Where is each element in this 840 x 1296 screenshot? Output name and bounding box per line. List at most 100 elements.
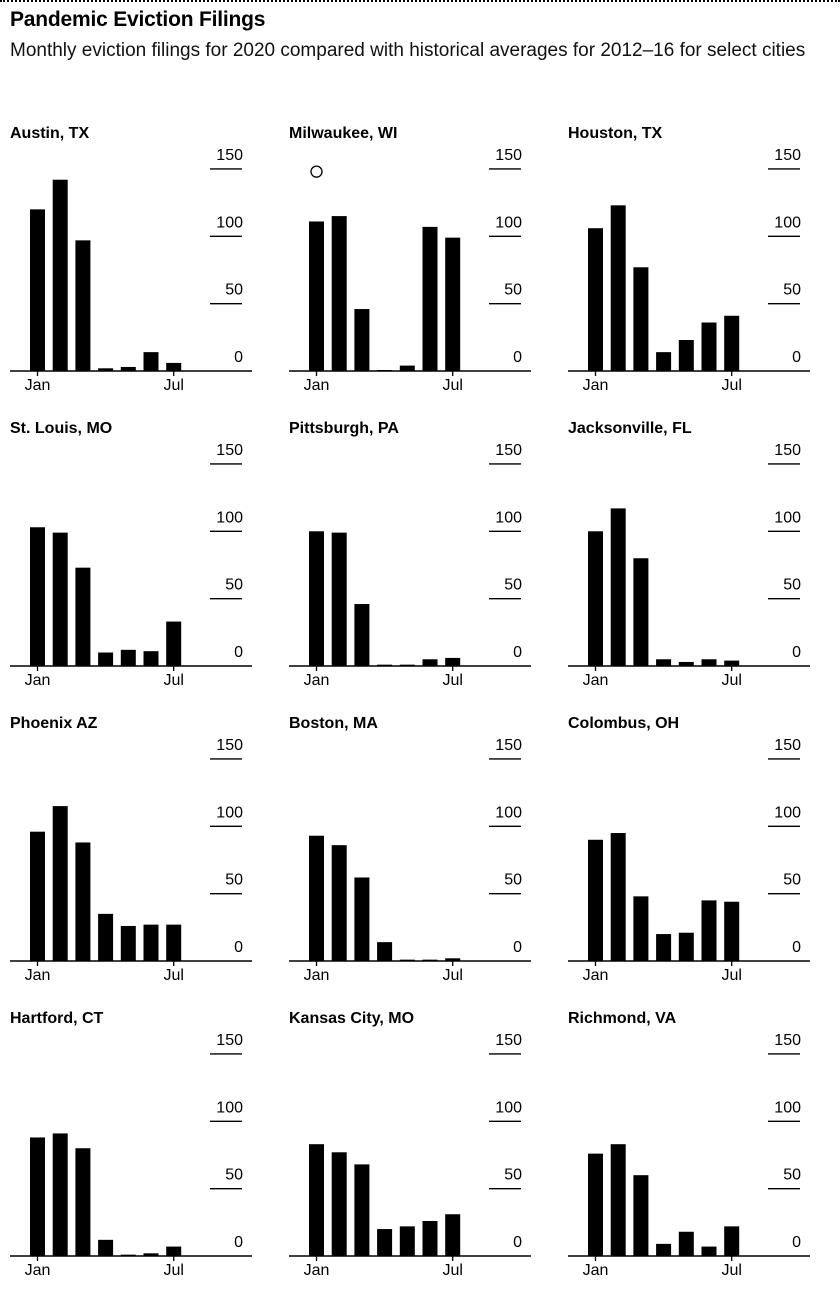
y-tick-label: 50 bbox=[504, 577, 522, 594]
bar bbox=[445, 958, 461, 961]
y-tick-label: 0 bbox=[513, 644, 522, 661]
bar bbox=[610, 1144, 626, 1256]
y-tick-label: 50 bbox=[504, 872, 522, 889]
y-tick-label: 0 bbox=[513, 1234, 522, 1251]
y-tick-label: 50 bbox=[783, 1167, 801, 1184]
chart-panel: Milwaukee, WI 150 100 50 0 Jan Jul bbox=[289, 125, 531, 394]
bar bbox=[610, 508, 626, 666]
bar bbox=[399, 1226, 415, 1256]
bar bbox=[52, 1133, 68, 1256]
bar bbox=[98, 652, 114, 666]
y-tick-label: 50 bbox=[504, 282, 522, 299]
bar bbox=[30, 831, 45, 961]
bar bbox=[422, 659, 438, 666]
x-tick-label: Jan bbox=[304, 967, 330, 984]
bar bbox=[166, 621, 182, 666]
bar bbox=[422, 226, 438, 371]
y-tick-label: 100 bbox=[495, 804, 522, 821]
bar bbox=[678, 661, 694, 666]
y-tick-label: 0 bbox=[513, 349, 522, 366]
bar bbox=[354, 1164, 370, 1256]
bar bbox=[30, 209, 45, 371]
panel-title: Jacksonville, FL bbox=[568, 420, 692, 437]
y-tick-label: 50 bbox=[225, 1167, 243, 1184]
x-tick-label: Jul bbox=[442, 1262, 462, 1279]
bar bbox=[724, 901, 740, 961]
y-tick-label: 0 bbox=[234, 349, 243, 366]
y-tick-label: 150 bbox=[774, 737, 801, 754]
bar bbox=[331, 1152, 347, 1256]
y-tick-label: 50 bbox=[783, 577, 801, 594]
y-tick-label: 0 bbox=[234, 939, 243, 956]
chart-panel: Pittsburgh, PA 150 100 50 0 Jan Jul bbox=[289, 420, 531, 689]
small-multiples-grid: Austin, TX 150 100 50 0 Jan Jul Milwaukee, WI 15… bbox=[0, 110, 840, 1290]
panel-title: Houston, TX bbox=[568, 125, 663, 142]
y-tick-label: 0 bbox=[792, 1234, 801, 1251]
bar bbox=[354, 309, 370, 371]
chart-panel: Boston, MA 150 100 50 0 Jan Jul bbox=[289, 715, 531, 984]
y-tick-label: 100 bbox=[495, 509, 522, 526]
panel-title: Hartford, CT bbox=[10, 1010, 104, 1027]
bar bbox=[98, 913, 114, 961]
y-tick-label: 100 bbox=[495, 1099, 522, 1116]
y-tick-label: 100 bbox=[216, 509, 243, 526]
top-dotted-rule bbox=[0, 0, 840, 2]
y-tick-label: 150 bbox=[495, 1032, 522, 1049]
bar bbox=[656, 934, 672, 961]
bar bbox=[75, 1148, 91, 1256]
y-tick-label: 150 bbox=[216, 1032, 243, 1049]
bar bbox=[701, 322, 717, 371]
bar bbox=[331, 532, 347, 666]
x-tick-label: Jan bbox=[304, 672, 330, 689]
bar bbox=[633, 558, 649, 666]
bar bbox=[445, 657, 461, 666]
bar bbox=[309, 221, 324, 371]
chart-subtitle: Monthly eviction filings for 2020 compar… bbox=[10, 40, 806, 61]
y-tick-label: 100 bbox=[495, 214, 522, 231]
bar bbox=[98, 368, 114, 371]
bar bbox=[724, 1226, 740, 1256]
y-tick-label: 0 bbox=[234, 644, 243, 661]
bar bbox=[166, 1246, 182, 1256]
bar bbox=[724, 660, 740, 666]
x-tick-label: Jul bbox=[721, 377, 741, 394]
x-tick-label: Jul bbox=[442, 967, 462, 984]
x-tick-label: Jan bbox=[304, 377, 330, 394]
bar bbox=[166, 362, 182, 371]
y-tick-label: 50 bbox=[225, 282, 243, 299]
y-tick-label: 0 bbox=[513, 939, 522, 956]
x-tick-label: Jan bbox=[583, 672, 609, 689]
y-tick-label: 0 bbox=[792, 939, 801, 956]
bar bbox=[30, 1137, 45, 1256]
bar bbox=[678, 340, 694, 371]
bar bbox=[143, 651, 159, 666]
x-tick-label: Jul bbox=[442, 672, 462, 689]
panel-title: St. Louis, MO bbox=[10, 420, 112, 437]
y-tick-label: 50 bbox=[225, 872, 243, 889]
y-tick-label: 100 bbox=[774, 804, 801, 821]
chart-panel: Austin, TX 150 100 50 0 Jan Jul bbox=[10, 125, 252, 394]
bar bbox=[143, 1253, 159, 1256]
y-tick-label: 150 bbox=[495, 737, 522, 754]
bar bbox=[354, 604, 370, 666]
bar bbox=[701, 659, 717, 666]
panel-title: Richmond, VA bbox=[568, 1010, 677, 1027]
bar bbox=[588, 1153, 603, 1256]
bar bbox=[633, 267, 649, 371]
bar bbox=[309, 835, 324, 961]
chart-panel: Jacksonville, FL 150 100 50 0 Jan Jul bbox=[568, 420, 810, 689]
y-tick-label: 150 bbox=[495, 442, 522, 459]
x-tick-label: Jul bbox=[163, 672, 183, 689]
y-tick-label: 0 bbox=[792, 349, 801, 366]
bar bbox=[309, 531, 324, 666]
panel-title: Kansas City, MO bbox=[289, 1010, 414, 1027]
y-tick-label: 150 bbox=[774, 147, 801, 164]
x-tick-label: Jan bbox=[25, 967, 51, 984]
y-tick-label: 50 bbox=[783, 872, 801, 889]
y-tick-label: 100 bbox=[774, 509, 801, 526]
bar bbox=[610, 205, 626, 371]
chart-title: Pandemic Eviction Filings bbox=[10, 8, 266, 31]
bar bbox=[120, 925, 136, 961]
y-tick-label: 100 bbox=[216, 1099, 243, 1116]
x-tick-label: Jul bbox=[163, 1262, 183, 1279]
